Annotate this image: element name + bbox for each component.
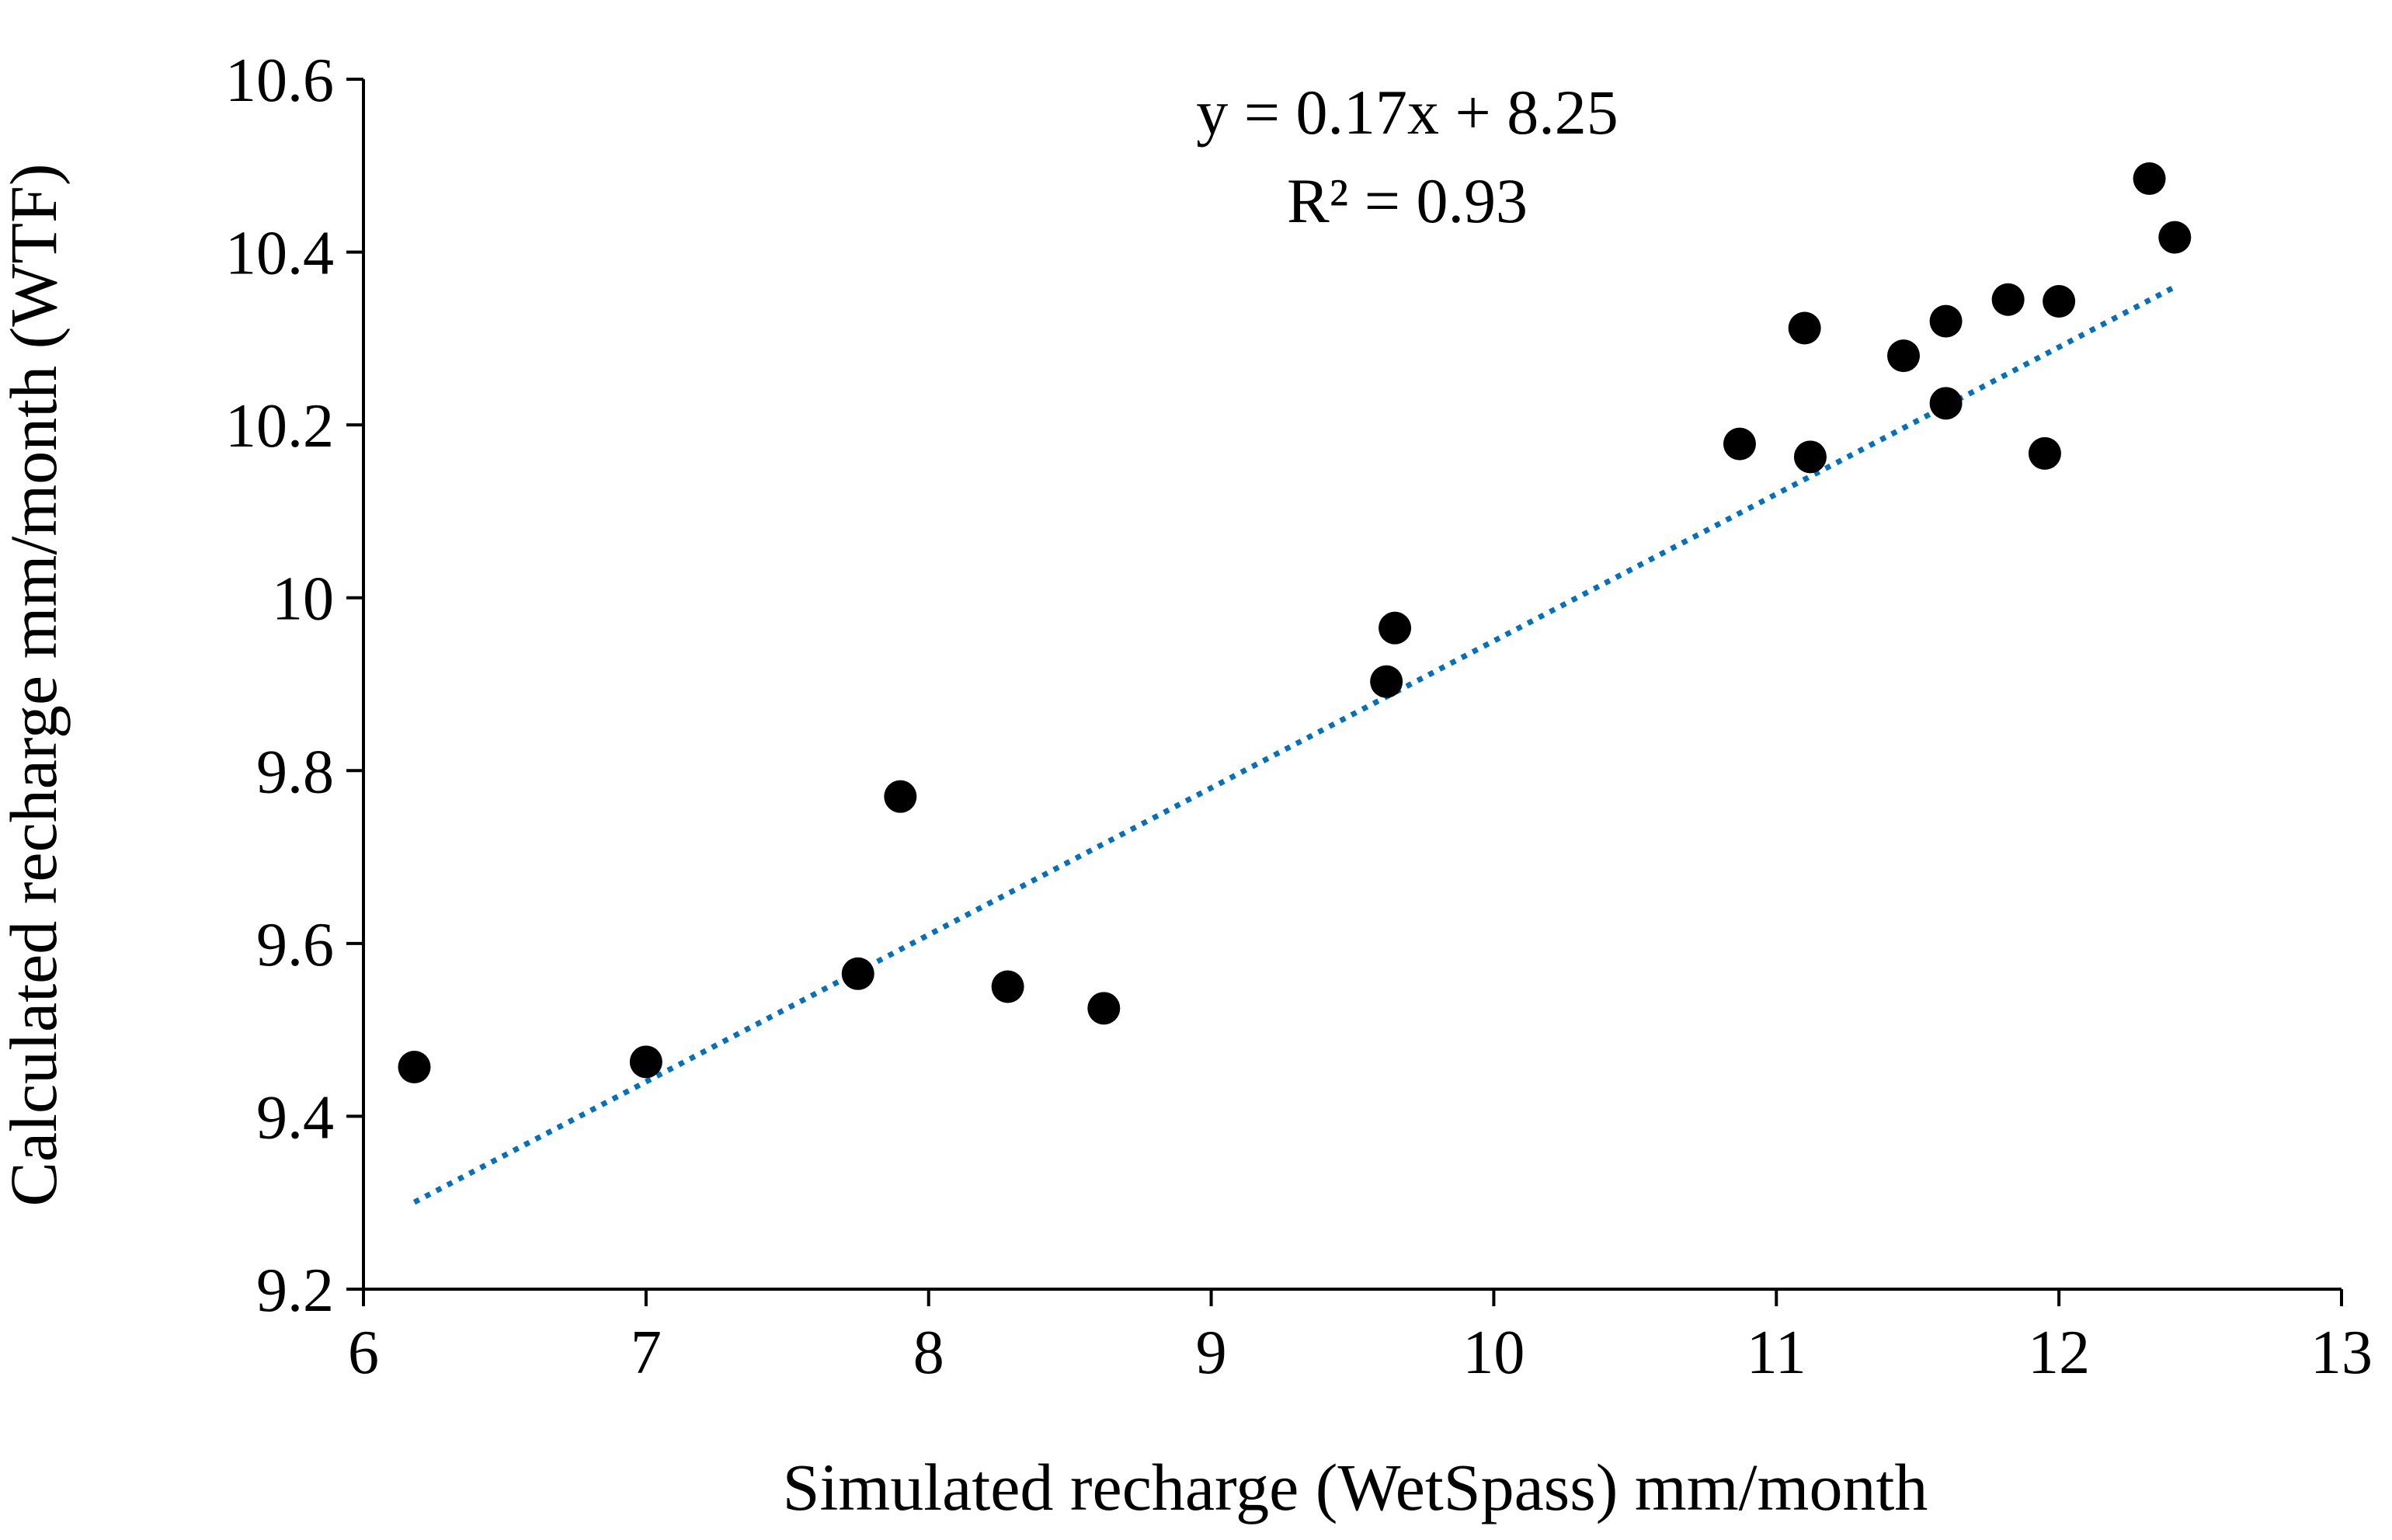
x-tick-label: 8 [913,1319,944,1387]
x-tick-label: 12 [2028,1319,2090,1387]
data-points [398,162,2192,1083]
data-point [1793,440,1827,474]
y-tick-label: 9.4 [256,1083,334,1152]
data-point [841,957,874,990]
x-tick-label: 6 [348,1319,379,1387]
x-tick-label: 10 [1462,1319,1525,1387]
data-point [884,780,917,813]
data-point [1887,339,1921,373]
data-point [1379,611,1412,645]
data-point [1788,311,1821,345]
x-tick-label: 9 [1196,1319,1227,1387]
trendline-group [412,284,2176,1205]
equation-label: y = 0.17x + 8.25 [1196,77,1618,148]
trendline [412,284,2176,1205]
data-point [1991,283,2025,316]
y-tick-label: 9.8 [256,738,334,806]
x-tick-label: 7 [631,1319,662,1387]
r-squared-label: R² = 0.93 [1287,165,1528,236]
y-axis-title: Calculated recharge mm/month (WTF) [0,164,71,1207]
data-point [1087,992,1121,1025]
data-point [2133,162,2166,195]
data-point [629,1045,662,1079]
data-point [1370,665,1403,698]
data-point [1929,387,1963,420]
data-point [2043,285,2076,318]
y-tick-label: 10.2 [225,392,334,461]
data-point [1723,427,1756,461]
x-tick-label: 11 [1747,1319,1806,1387]
y-tick-label: 9.6 [256,911,334,979]
y-tick-label: 10.4 [225,220,334,288]
y-tick-label: 9.2 [256,1257,334,1325]
x-axis-title: Simulated recharge (WetSpass) mm/month [783,1450,1928,1524]
data-point [398,1050,431,1083]
y-tick-label: 10.6 [225,47,334,115]
axes [346,78,2343,1306]
data-point [2028,436,2061,470]
tick-labels: 9.2 9.4 9.6 9.8 10 10.2 10.4 10.6 6 7 8 9 10 11 12 13 [225,47,2373,1387]
data-point [991,970,1024,1003]
x-tick-label: 13 [2310,1319,2373,1387]
data-point [1929,304,1963,338]
y-tick-label: 10 [272,565,334,634]
data-point [2158,221,2192,254]
